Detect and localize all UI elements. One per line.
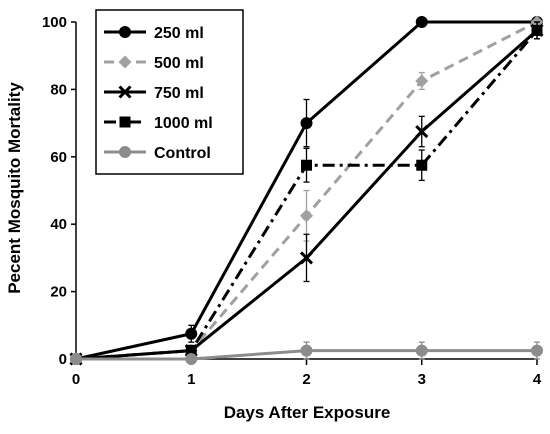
data-point xyxy=(300,209,313,223)
legend-item: 500 ml xyxy=(104,55,204,72)
data-point xyxy=(531,24,543,36)
y-axis-title: Pecent Mosquito Mortality xyxy=(5,82,24,294)
series-layer xyxy=(69,15,544,366)
y-tick-label: 60 xyxy=(50,149,67,166)
legend-marker xyxy=(118,85,132,99)
x-marker-stroke xyxy=(415,124,429,139)
data-point xyxy=(415,344,428,357)
data-point xyxy=(415,74,429,88)
data-point xyxy=(185,327,198,340)
legend-label: 250 ml xyxy=(154,25,204,42)
axes: 0 20 40 60 80 100 0 1 2 3 4 xyxy=(42,14,542,388)
x-tick-label: 0 xyxy=(72,371,80,388)
y-tick-label: 80 xyxy=(50,81,67,98)
data-point xyxy=(415,124,429,139)
legend-item: Control xyxy=(104,145,211,162)
legend-label: 500 ml xyxy=(154,55,204,72)
x-marker-stroke xyxy=(118,85,132,99)
legend-item: 750 ml xyxy=(104,85,204,102)
legend-marker xyxy=(119,116,131,128)
data-point xyxy=(416,159,428,171)
data-point xyxy=(415,16,428,28)
y-tick-label: 100 xyxy=(42,14,67,31)
x-tick-label: 4 xyxy=(533,371,542,388)
data-point xyxy=(531,344,543,357)
x-marker-stroke xyxy=(299,251,314,265)
legend-marker xyxy=(119,146,131,158)
y-tick-label: 40 xyxy=(50,216,67,233)
legend: 250 ml 500 ml 750 ml 1000 ml Control xyxy=(95,9,244,175)
data-point xyxy=(185,345,197,357)
y-tick-label: 20 xyxy=(50,284,67,301)
x-tick-label: 1 xyxy=(187,371,195,388)
data-point xyxy=(300,117,313,130)
data-point xyxy=(301,159,312,171)
x-tick-label: 2 xyxy=(302,371,310,388)
series-control xyxy=(70,341,543,365)
y-tick-label: 0 xyxy=(59,351,67,368)
legend-label: 1000 ml xyxy=(154,115,213,132)
data-point xyxy=(70,353,82,365)
x-axis-title: Days After Exposure xyxy=(224,403,391,422)
legend-label: Control xyxy=(154,145,211,162)
data-point xyxy=(299,251,314,265)
legend-item: 1000 ml xyxy=(104,115,213,132)
legend-marker xyxy=(118,55,132,69)
data-point xyxy=(185,353,198,365)
legend-label: 750 ml xyxy=(154,85,204,102)
x-tick-label: 3 xyxy=(418,371,426,388)
legend-item: 250 ml xyxy=(104,25,204,42)
data-point xyxy=(300,344,313,357)
legend-marker xyxy=(119,26,131,38)
